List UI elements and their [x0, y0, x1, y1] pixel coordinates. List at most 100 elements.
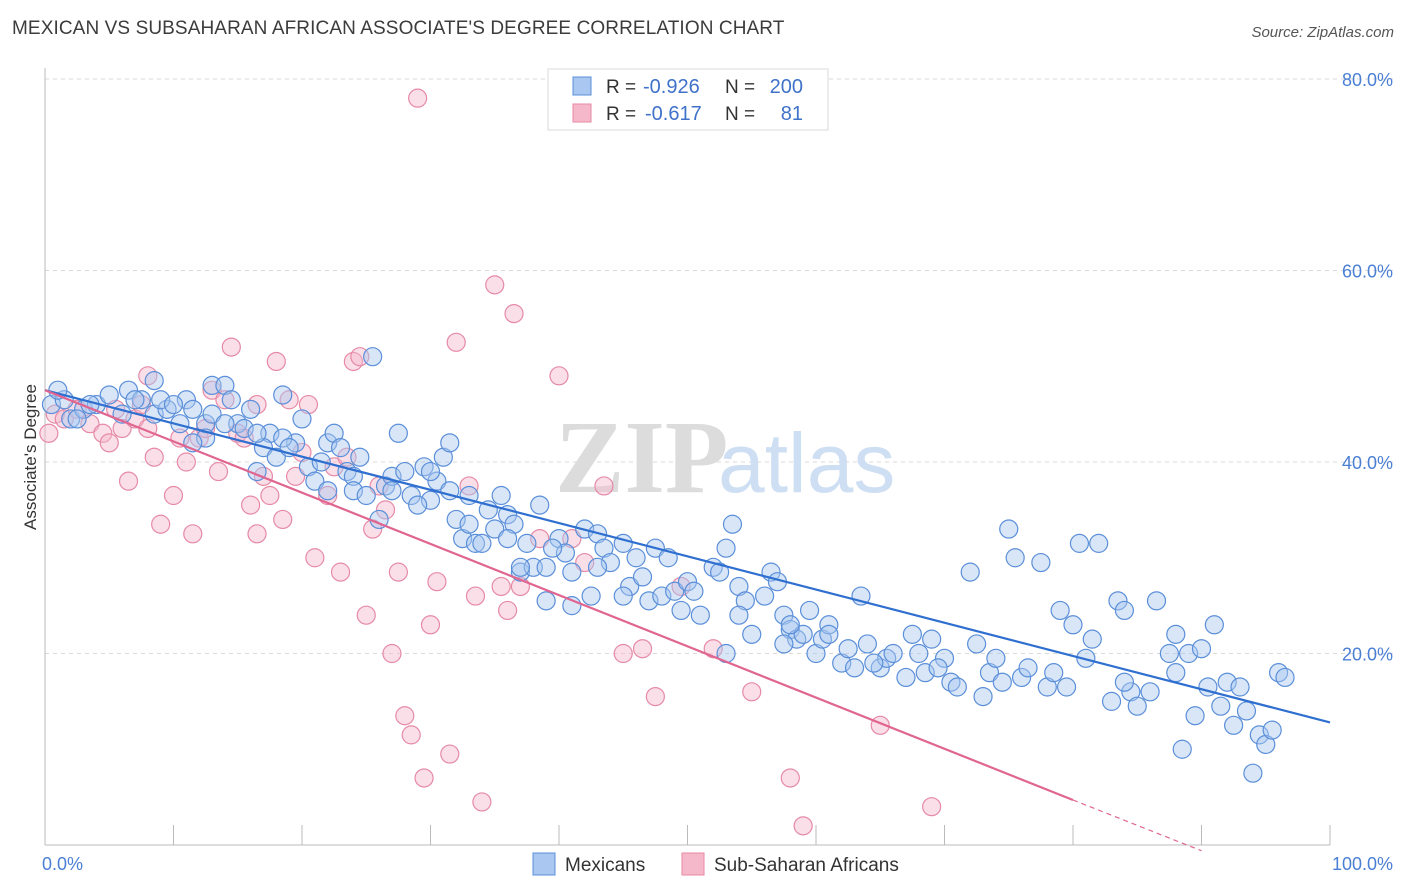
legend-n-label: N = [725, 77, 755, 98]
data-point-sub-saharan [575, 552, 595, 573]
data-point-mexicans [1018, 658, 1038, 678]
data-point-mexicans [1179, 643, 1199, 664]
data-point-mexicans [427, 471, 447, 491]
legend-r-value: -0.926 [643, 76, 700, 98]
data-point-sub-saharan [549, 366, 569, 386]
data-point-sub-saharan [298, 394, 319, 415]
data-point-sub-saharan [498, 600, 518, 621]
data-point-mexicans [215, 414, 235, 434]
data-point-mexicans [864, 653, 884, 673]
data-point-mexicans [1256, 734, 1276, 755]
data-point-mexicans [453, 528, 473, 549]
data-point-mexicans [613, 586, 633, 606]
data-point-sub-saharan [93, 423, 113, 443]
data-point-mexicans [735, 591, 755, 611]
x-tick-label-max: 100.0% [1332, 854, 1393, 874]
data-point-mexicans [780, 615, 800, 635]
data-point-mexicans [742, 624, 762, 644]
data-point-mexicans [928, 658, 948, 678]
data-point-sub-saharan [183, 524, 203, 544]
data-point-sub-saharan [465, 586, 486, 606]
data-point-mexicans [530, 495, 550, 515]
data-point-sub-saharan [305, 548, 325, 568]
data-point-sub-saharan [45, 404, 65, 424]
data-point-sub-saharan [215, 390, 235, 410]
y-tick-label: 20.0% [1342, 645, 1393, 665]
data-point-mexicans [1262, 720, 1282, 740]
legend-bottom-swatch-mexicans [532, 852, 556, 876]
data-point-sub-saharan [260, 485, 280, 506]
data-point-mexicans [581, 586, 601, 606]
data-point-mexicans [485, 519, 505, 539]
data-point-sub-saharan [375, 500, 396, 520]
trend-lines [44, 389, 1331, 852]
data-point-mexicans [1127, 696, 1147, 716]
data-point-mexicans [247, 423, 267, 443]
data-point-mexicans [472, 533, 492, 553]
data-point-mexicans [1249, 725, 1269, 745]
data-point-sub-saharan [922, 797, 942, 817]
data-point-mexicans [1031, 552, 1051, 573]
data-point-mexicans [510, 557, 531, 577]
data-point-mexicans [979, 663, 1000, 683]
trendline-mexicans [44, 389, 1331, 724]
data-point-mexicans [671, 600, 691, 621]
data-point-mexicans [922, 629, 942, 649]
data-point-mexicans [710, 562, 730, 582]
data-point-mexicans [1166, 663, 1186, 683]
data-point-mexicans [542, 538, 563, 558]
data-point-mexicans [780, 619, 800, 640]
data-point-mexicans [947, 677, 967, 697]
series-sub-saharan-africans [39, 88, 942, 836]
data-point-mexicans [67, 409, 87, 429]
data-point-mexicans [729, 605, 749, 625]
data-point-mexicans [343, 481, 363, 501]
data-point-sub-saharan [645, 686, 665, 707]
data-point-sub-saharan [395, 706, 415, 726]
data-point-mexicans [61, 409, 81, 429]
data-point-mexicans [986, 648, 1006, 668]
data-point-mexicans [1230, 677, 1250, 697]
data-point-mexicans [620, 576, 640, 597]
data-point-mexicans [1224, 715, 1244, 735]
data-point-mexicans [459, 514, 479, 534]
data-point-mexicans [41, 394, 62, 415]
data-point-mexicans [215, 375, 235, 395]
data-point-mexicans [1217, 672, 1237, 692]
data-point-sub-saharan [485, 275, 505, 295]
data-point-sub-saharan [163, 485, 184, 506]
data-point-sub-saharan [504, 303, 524, 324]
data-point-sub-saharan [356, 605, 376, 625]
data-point-sub-saharan [151, 514, 171, 534]
data-point-mexicans [729, 576, 749, 597]
data-point-mexicans [1114, 672, 1135, 692]
data-point-mexicans [202, 404, 222, 424]
data-point-sub-saharan [613, 643, 633, 664]
data-point-mexicans [510, 562, 531, 582]
data-point-mexicans [305, 471, 325, 491]
legend-n-value: 200 [770, 76, 803, 98]
data-point-sub-saharan [99, 433, 119, 453]
data-point-mexicans [1101, 691, 1122, 711]
data-point-mexicans [1146, 591, 1167, 611]
data-point-mexicans [632, 567, 653, 587]
data-point-mexicans [909, 643, 929, 664]
data-point-sub-saharan [414, 768, 434, 788]
data-point-sub-saharan [440, 744, 460, 764]
data-point-mexicans [433, 447, 453, 467]
watermark-atlas: atlas [718, 416, 895, 510]
data-point-sub-saharan [382, 643, 402, 664]
data-point-mexicans [1236, 701, 1257, 721]
data-point-mexicans [395, 461, 415, 482]
legend-bottom-label-sub-saharan: Sub-Saharan Africans [714, 855, 899, 876]
data-point-mexicans [793, 624, 813, 644]
data-point-mexicans [1069, 533, 1090, 553]
data-point-mexicans [446, 509, 466, 530]
data-point-mexicans [1037, 677, 1057, 697]
data-point-mexicans [1172, 739, 1192, 759]
data-point-mexicans [857, 634, 878, 654]
y-tick-label: 40.0% [1342, 453, 1393, 473]
data-point-mexicans [1108, 591, 1128, 611]
data-point-mexicans [915, 663, 935, 683]
legend-r-value: -0.617 [645, 103, 702, 125]
